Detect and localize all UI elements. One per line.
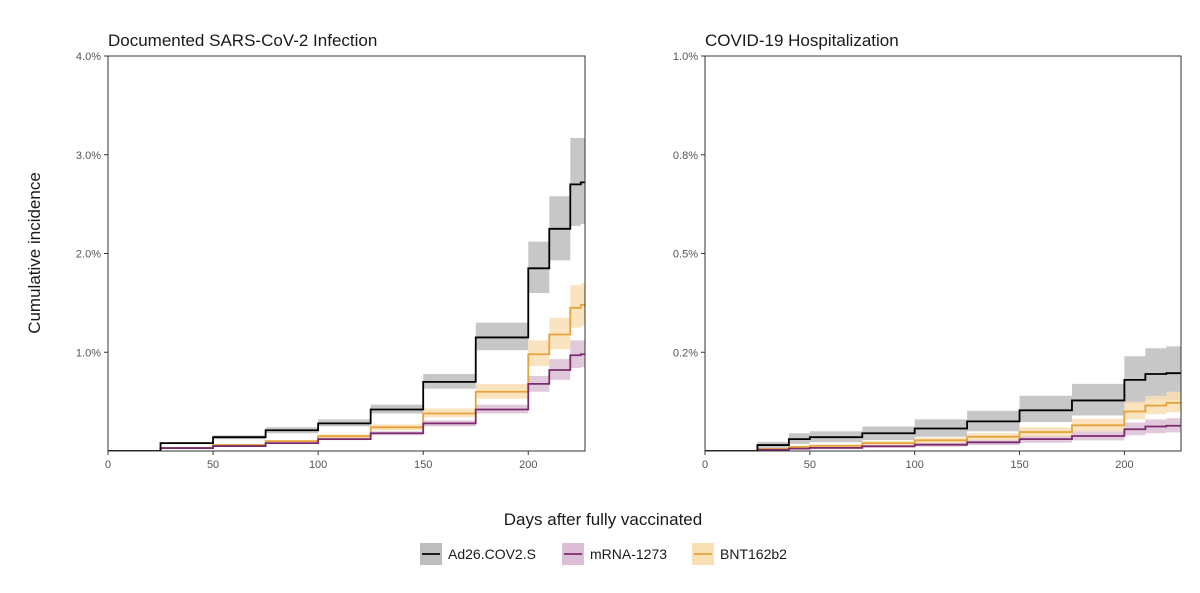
x-tick-label: 50 <box>804 459 816 471</box>
y-tick-label: 2.0% <box>76 249 101 261</box>
plot-area <box>108 137 585 451</box>
legend-item-mrna-1273: mRNA-1273 <box>562 543 667 565</box>
x-tick-label: 0 <box>105 459 111 471</box>
x-tick-label: 100 <box>906 459 924 471</box>
x-tick-label: 200 <box>1115 459 1133 471</box>
y-tick-label: 0.5% <box>673 249 698 261</box>
legend-label: BNT162b2 <box>720 546 787 562</box>
series-line-mrna-1273 <box>108 353 585 451</box>
y-tick-label: 0.2% <box>673 347 698 359</box>
y-tick-label: 1.0% <box>76 347 101 359</box>
legend-item-bnt162b2: BNT162b2 <box>692 543 787 565</box>
y-axis-title: Cumulative incidence <box>25 172 44 334</box>
ci-band-ad26-cov2-s <box>108 137 585 451</box>
x-tick-label: 50 <box>207 459 219 471</box>
series-line-mrna-1273 <box>705 424 1181 451</box>
x-tick-label: 100 <box>309 459 327 471</box>
series-line-ad26-cov2-s <box>108 181 585 451</box>
legend-label: Ad26.COV2.S <box>448 546 536 562</box>
plot-area <box>705 346 1181 451</box>
x-axis-title: Days after fully vaccinated <box>504 510 702 529</box>
y-tick-label: 0.8% <box>673 150 698 162</box>
y-tick-label: 1.0% <box>673 51 698 63</box>
panel-title: Documented SARS-CoV-2 Infection <box>108 31 377 50</box>
series-line-bnt162b2 <box>705 401 1181 451</box>
panel-hospitalization: COVID-19 Hospitalization 0 50 100 150 200 0.2%… <box>673 31 1182 471</box>
ci-band-bnt162b2 <box>108 283 585 451</box>
y-tick-label: 3.0% <box>76 150 101 162</box>
x-tick-label: 150 <box>414 459 432 471</box>
panel-infection: Documented SARS-CoV-2 Infection 0 50 100 150… <box>76 31 586 471</box>
panel-title: COVID-19 Hospitalization <box>705 31 899 50</box>
ci-band-ad26-cov2-s <box>705 346 1181 451</box>
ci-band-bnt162b2 <box>705 390 1181 451</box>
legend-item-ad26-cov2-s: Ad26.COV2.S <box>420 543 536 565</box>
y-tick-label: 4.0% <box>76 51 101 63</box>
legend-label: mRNA-1273 <box>590 546 667 562</box>
x-tick-label: 0 <box>702 459 708 471</box>
x-tick-label: 150 <box>1010 459 1028 471</box>
legend: Ad26.COV2.S mRNA-1273 BNT162b2 <box>420 543 787 565</box>
series-line-ad26-cov2-s <box>705 372 1181 451</box>
x-tick-label: 200 <box>519 459 537 471</box>
